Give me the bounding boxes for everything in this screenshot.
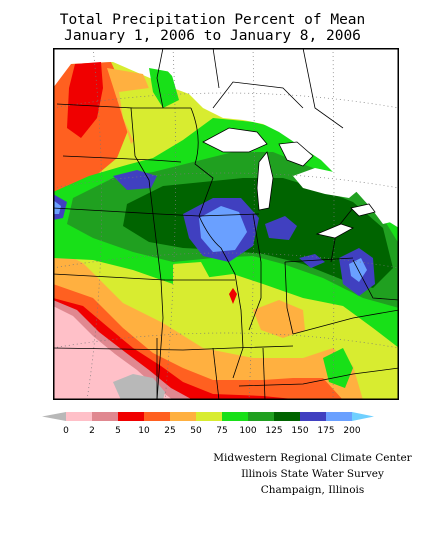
legend-tick-label: 175 [317,426,334,436]
legend-color-6 [196,412,222,421]
contour-green-north [149,68,179,108]
legend-tick-label: 0 [63,426,69,436]
legend-tick-label: 150 [291,426,308,436]
legend-color-7 [222,412,248,421]
legend-tick-label: 5 [115,426,121,436]
contour-red-spot [229,288,237,304]
precipitation-map [53,48,399,400]
legend-tick-label: 200 [343,426,360,436]
contour-150-175-e [299,254,325,268]
legend-tick-label: 100 [239,426,256,436]
canada-region [133,48,399,224]
legend-color-11 [326,412,352,421]
great-lakes [202,127,376,239]
contour-150-175-c [265,216,297,240]
legend-color-3 [118,412,144,421]
legend-color-4 [144,412,170,421]
contour-175-200-a [199,206,247,252]
legend-color-1 [66,412,92,421]
map-title-line1: Total Precipitation Percent of Mean [59,12,366,28]
map-frame [53,48,399,400]
precip-contours [53,62,399,400]
contour-yellow-center [173,262,213,318]
contour-zero [113,374,165,400]
legend-tick-label: 10 [138,426,150,436]
legend-color-8 [248,412,274,421]
map-title-line2: January 1, 2006 to January 8, 2006 [64,28,361,44]
credit-location: Champaign, Illinois [260,484,365,496]
contour-green-south [323,348,353,388]
legend-color-5 [170,412,196,421]
contour-175-200-f [53,200,61,214]
legend-color-0 [42,412,66,421]
legend-color-10 [300,412,326,421]
contour-125-150 [123,178,393,288]
lake-region [293,168,361,198]
legend-tick-label: 25 [164,426,175,436]
legend-tick-label: 75 [216,426,227,436]
contour-nw-red [67,62,103,138]
state-boundaries [53,48,399,400]
legend-color-2 [92,412,118,421]
credit-center: Midwestern Regional Climate Center [213,452,412,464]
color-legend: 0 2 5 10 25 50 75 100 125 150 175 200 [42,412,374,436]
credit-survey: Illinois State Water Survey [241,468,384,480]
legend-color-9 [274,412,300,421]
legend-color-12 [352,412,374,421]
legend-tick-label: 2 [89,426,95,436]
legend-tick-label: 50 [190,426,202,436]
legend-tick-label: 125 [265,426,282,436]
